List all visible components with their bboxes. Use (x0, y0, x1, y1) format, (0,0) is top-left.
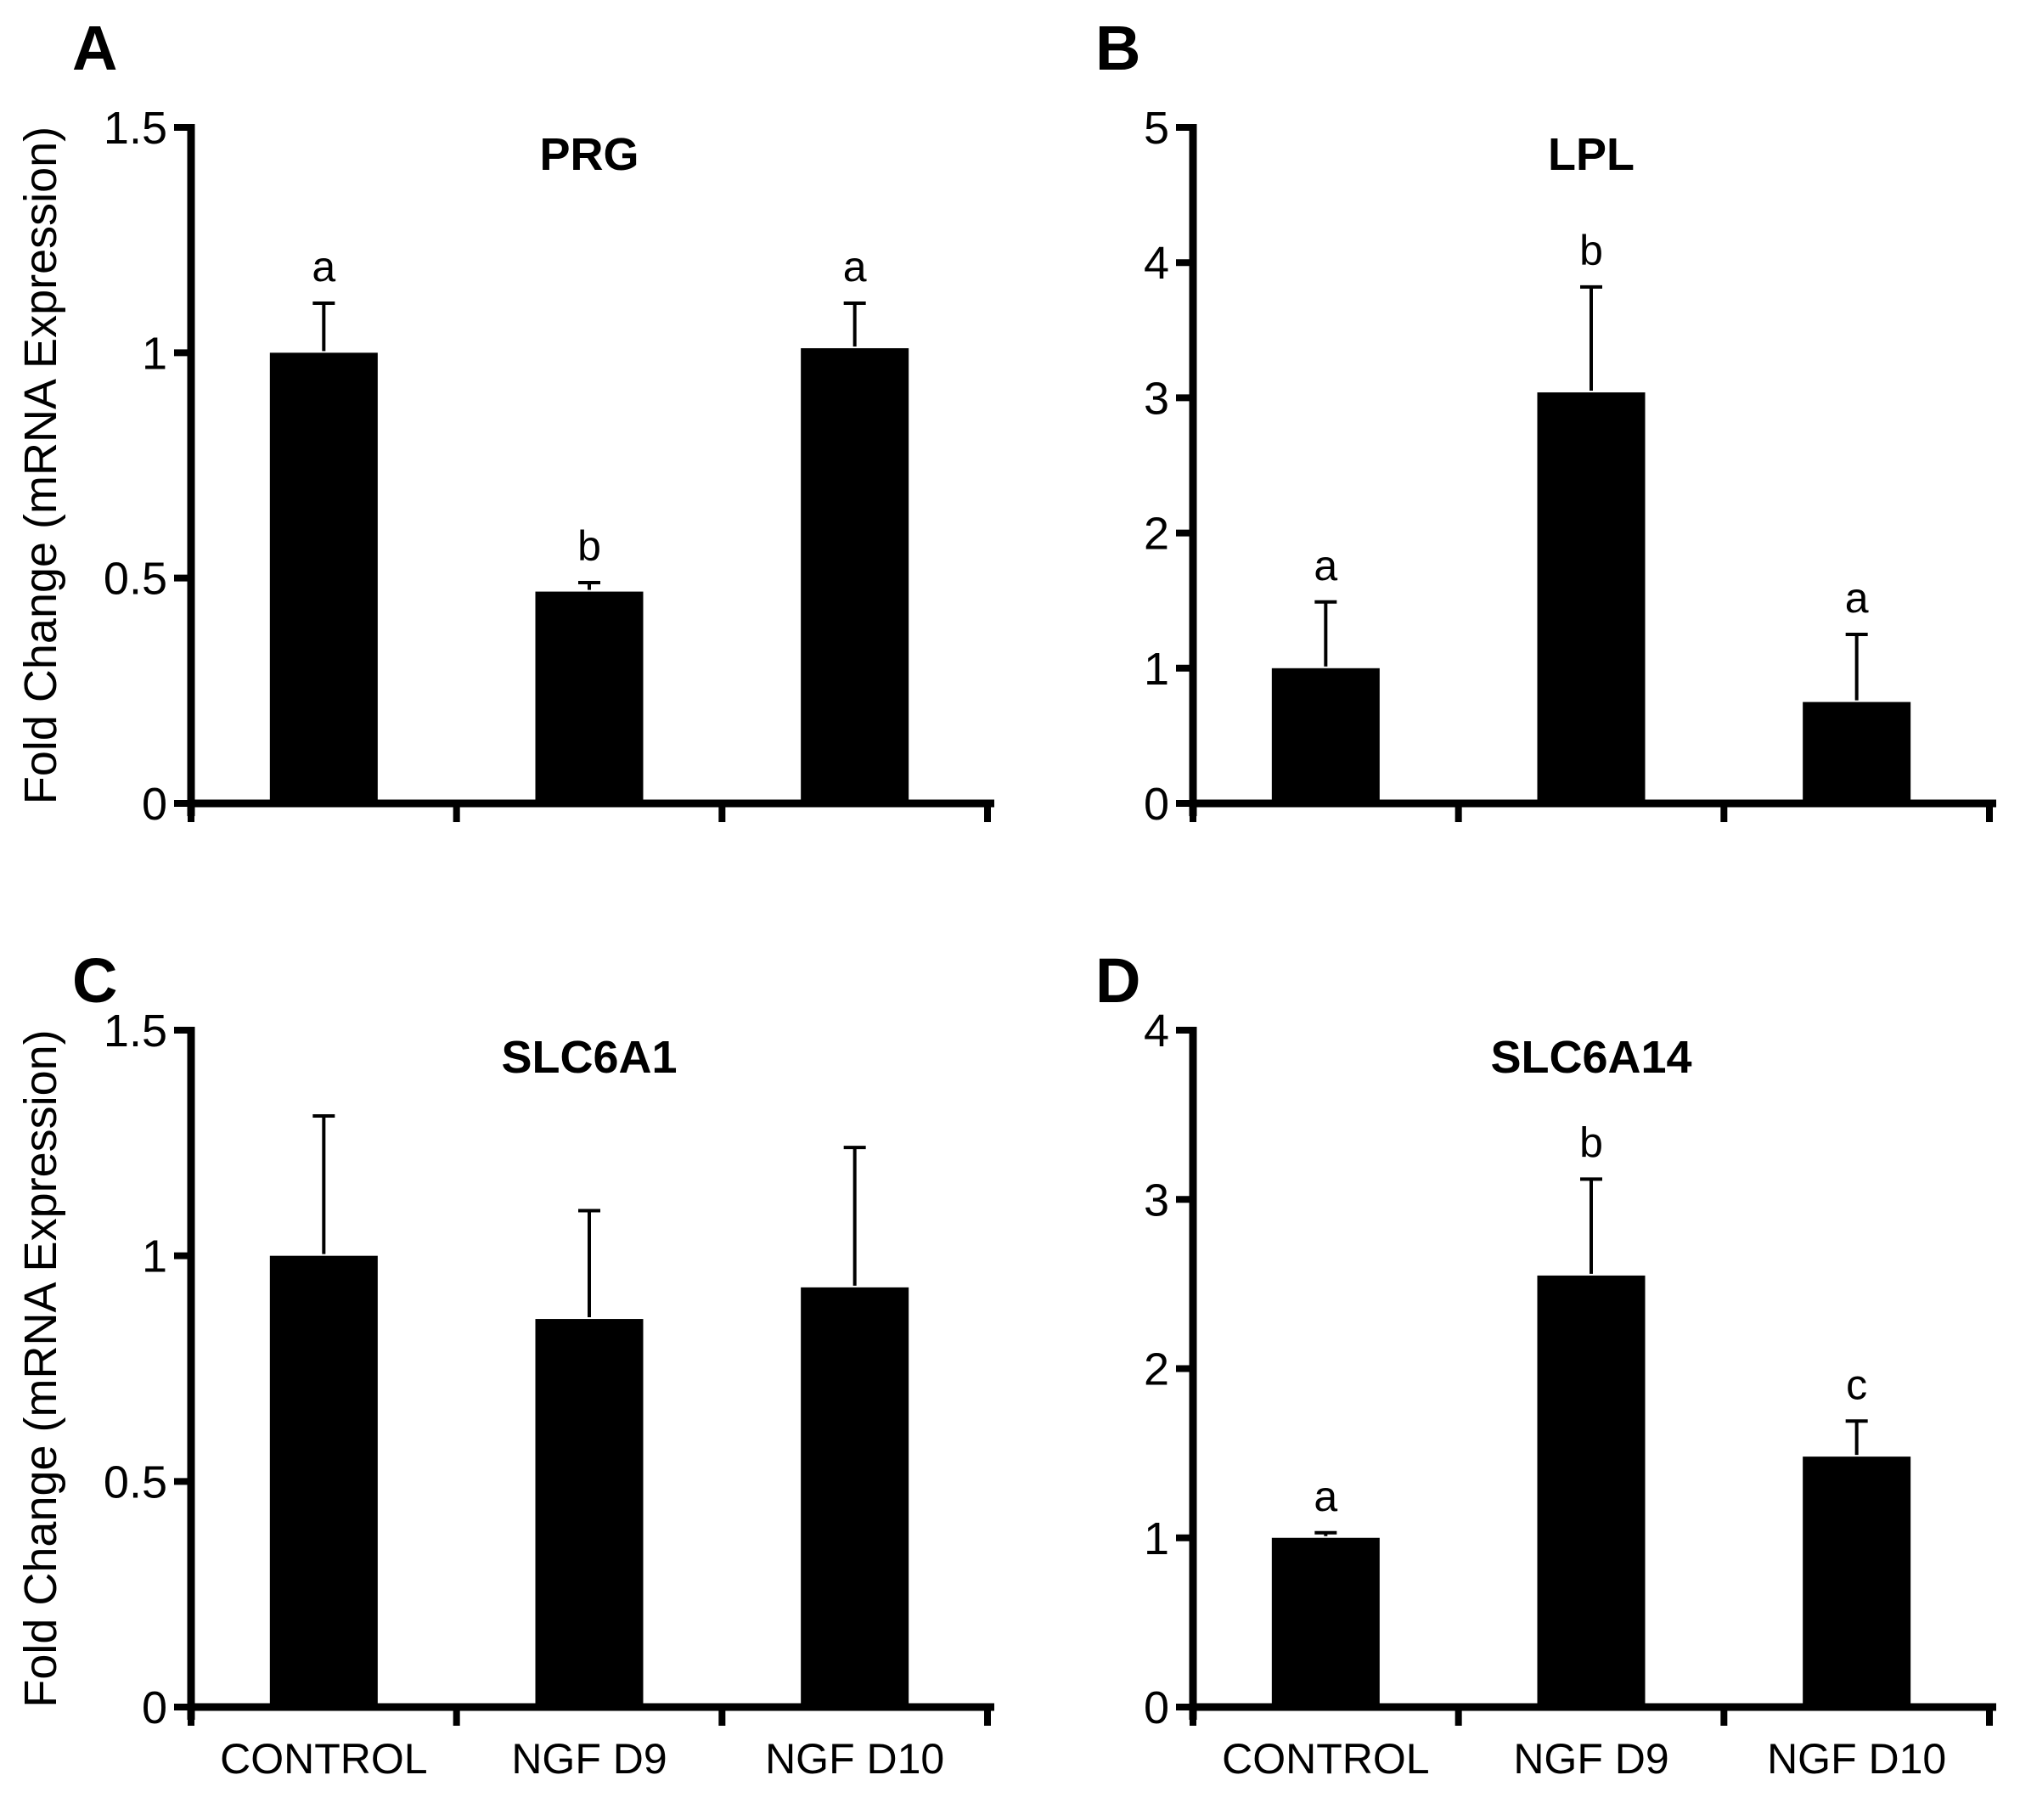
bar-control (269, 1255, 378, 1707)
panel-title: PRG (539, 129, 639, 180)
y-axis-label: Fold Change (mRNA Expression) (15, 127, 66, 804)
significance-letter: b (1579, 1118, 1603, 1166)
significance-letter: a (1314, 542, 1337, 589)
y-tick-label: 1 (142, 328, 167, 379)
panel-letter-b: B (1095, 13, 1140, 83)
y-tick-label: 2 (1144, 509, 1169, 560)
panel-letter-c: C (72, 945, 117, 1016)
y-tick-label: 4 (1144, 1006, 1169, 1057)
bar-ngf-d9 (535, 1319, 644, 1707)
y-tick-label: 0.5 (104, 554, 167, 605)
bar-ngf-d10 (801, 1287, 909, 1707)
panel-title: SLC6A14 (1490, 1032, 1691, 1083)
x-category-label: NGF D10 (765, 1735, 944, 1783)
y-tick-label: 4 (1144, 238, 1169, 289)
bar-ngf-d9 (1537, 392, 1646, 803)
y-tick-label: 0 (1144, 1682, 1169, 1733)
y-tick-label: 0 (1144, 779, 1169, 830)
bar-ngf-d10 (1803, 1457, 1911, 1707)
y-tick-label: 1 (142, 1231, 167, 1282)
y-tick-label: 5 (1144, 103, 1169, 154)
panel-d: D SLC6A14 0 1 2 3 4 a CONTROL b NGF D9 c NGF D10 (1095, 945, 1996, 1783)
y-tick-label: 3 (1144, 373, 1169, 424)
y-tick-label: 2 (1144, 1344, 1169, 1395)
bar-ngf-d9 (535, 591, 644, 803)
bar-ngf-d9 (1537, 1275, 1646, 1707)
y-tick-label: 0 (142, 779, 167, 830)
y-tick-label: 1.5 (104, 103, 167, 154)
y-tick-label: 1 (1144, 1513, 1169, 1564)
bar-ngf-d10 (801, 348, 909, 803)
significance-letter: a (1845, 574, 1869, 622)
significance-letter: a (312, 243, 335, 290)
significance-letter: b (577, 522, 601, 570)
significance-letter: c (1846, 1361, 1867, 1408)
y-tick-label: 0.5 (104, 1457, 167, 1507)
y-axis-label: Fold Change (mRNA Expression) (15, 1029, 66, 1707)
x-category-label: NGF D9 (511, 1735, 667, 1783)
panel-letter-d: D (1095, 945, 1140, 1016)
x-category-label: CONTROL (1222, 1735, 1429, 1783)
x-category-label: CONTROL (220, 1735, 427, 1783)
x-category-label: NGF D10 (1767, 1735, 1946, 1783)
panel-title: SLC6A1 (501, 1032, 677, 1083)
y-tick-label: 1.5 (104, 1006, 167, 1057)
significance-letter: a (1314, 1473, 1337, 1520)
bar-ngf-d10 (1803, 702, 1911, 803)
y-tick-label: 1 (1144, 644, 1169, 695)
panel-b: B LPL 0 1 2 3 4 5 a b a (1095, 13, 1996, 830)
panel-letter-a: A (72, 13, 117, 83)
significance-letter: b (1579, 227, 1603, 274)
bar-control (269, 352, 378, 803)
x-category-label: NGF D9 (1513, 1735, 1668, 1783)
y-tick-label: 3 (1144, 1175, 1169, 1226)
panel-title: LPL (1548, 129, 1635, 180)
bar-control (1271, 1537, 1380, 1707)
bar-control (1271, 668, 1380, 803)
significance-letter: a (843, 243, 867, 290)
y-tick-label: 0 (142, 1682, 167, 1733)
